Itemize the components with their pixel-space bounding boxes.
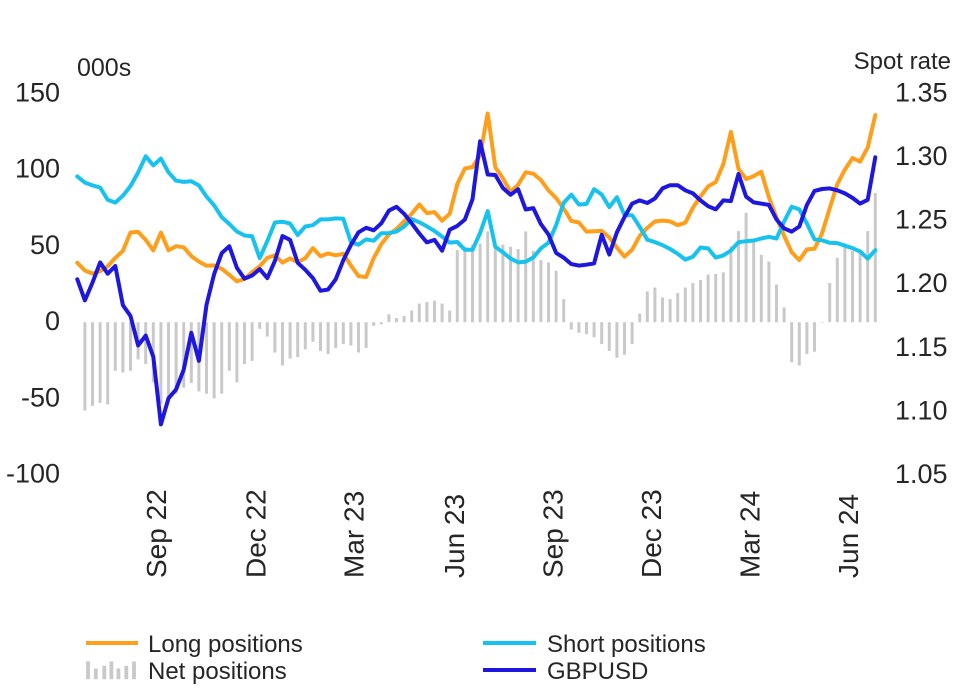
svg-text:Net positions: Net positions [148, 658, 287, 685]
svg-text:Short positions: Short positions [547, 631, 706, 658]
svg-text:GBPUSD: GBPUSD [547, 658, 648, 685]
svg-text:Long positions: Long positions [148, 631, 303, 658]
svg-text:-100: -100 [6, 459, 60, 489]
svg-text:1.20: 1.20 [895, 268, 948, 298]
svg-text:0: 0 [45, 306, 60, 336]
svg-text:Spot rate: Spot rate [854, 48, 951, 75]
svg-text:Mar 23: Mar 23 [339, 491, 370, 578]
svg-text:1.30: 1.30 [895, 141, 948, 171]
svg-text:1.10: 1.10 [895, 396, 948, 426]
svg-text:-50: -50 [21, 382, 60, 412]
svg-text:000s: 000s [77, 54, 131, 82]
svg-text:Sep 23: Sep 23 [538, 489, 569, 578]
svg-text:1.25: 1.25 [895, 205, 948, 235]
svg-text:100: 100 [15, 154, 60, 184]
svg-text:1.05: 1.05 [895, 459, 948, 489]
svg-text:Jun 24: Jun 24 [833, 494, 864, 578]
svg-text:150: 150 [15, 77, 60, 107]
svg-text:1.15: 1.15 [895, 332, 948, 362]
svg-text:Dec 23: Dec 23 [636, 489, 667, 578]
svg-text:Sep 22: Sep 22 [141, 489, 172, 578]
svg-text:Dec 22: Dec 22 [241, 489, 272, 578]
svg-text:50: 50 [30, 230, 60, 260]
svg-text:1.35: 1.35 [895, 77, 948, 107]
svg-text:Mar 24: Mar 24 [735, 491, 766, 578]
svg-text:Jun 23: Jun 23 [439, 494, 470, 578]
